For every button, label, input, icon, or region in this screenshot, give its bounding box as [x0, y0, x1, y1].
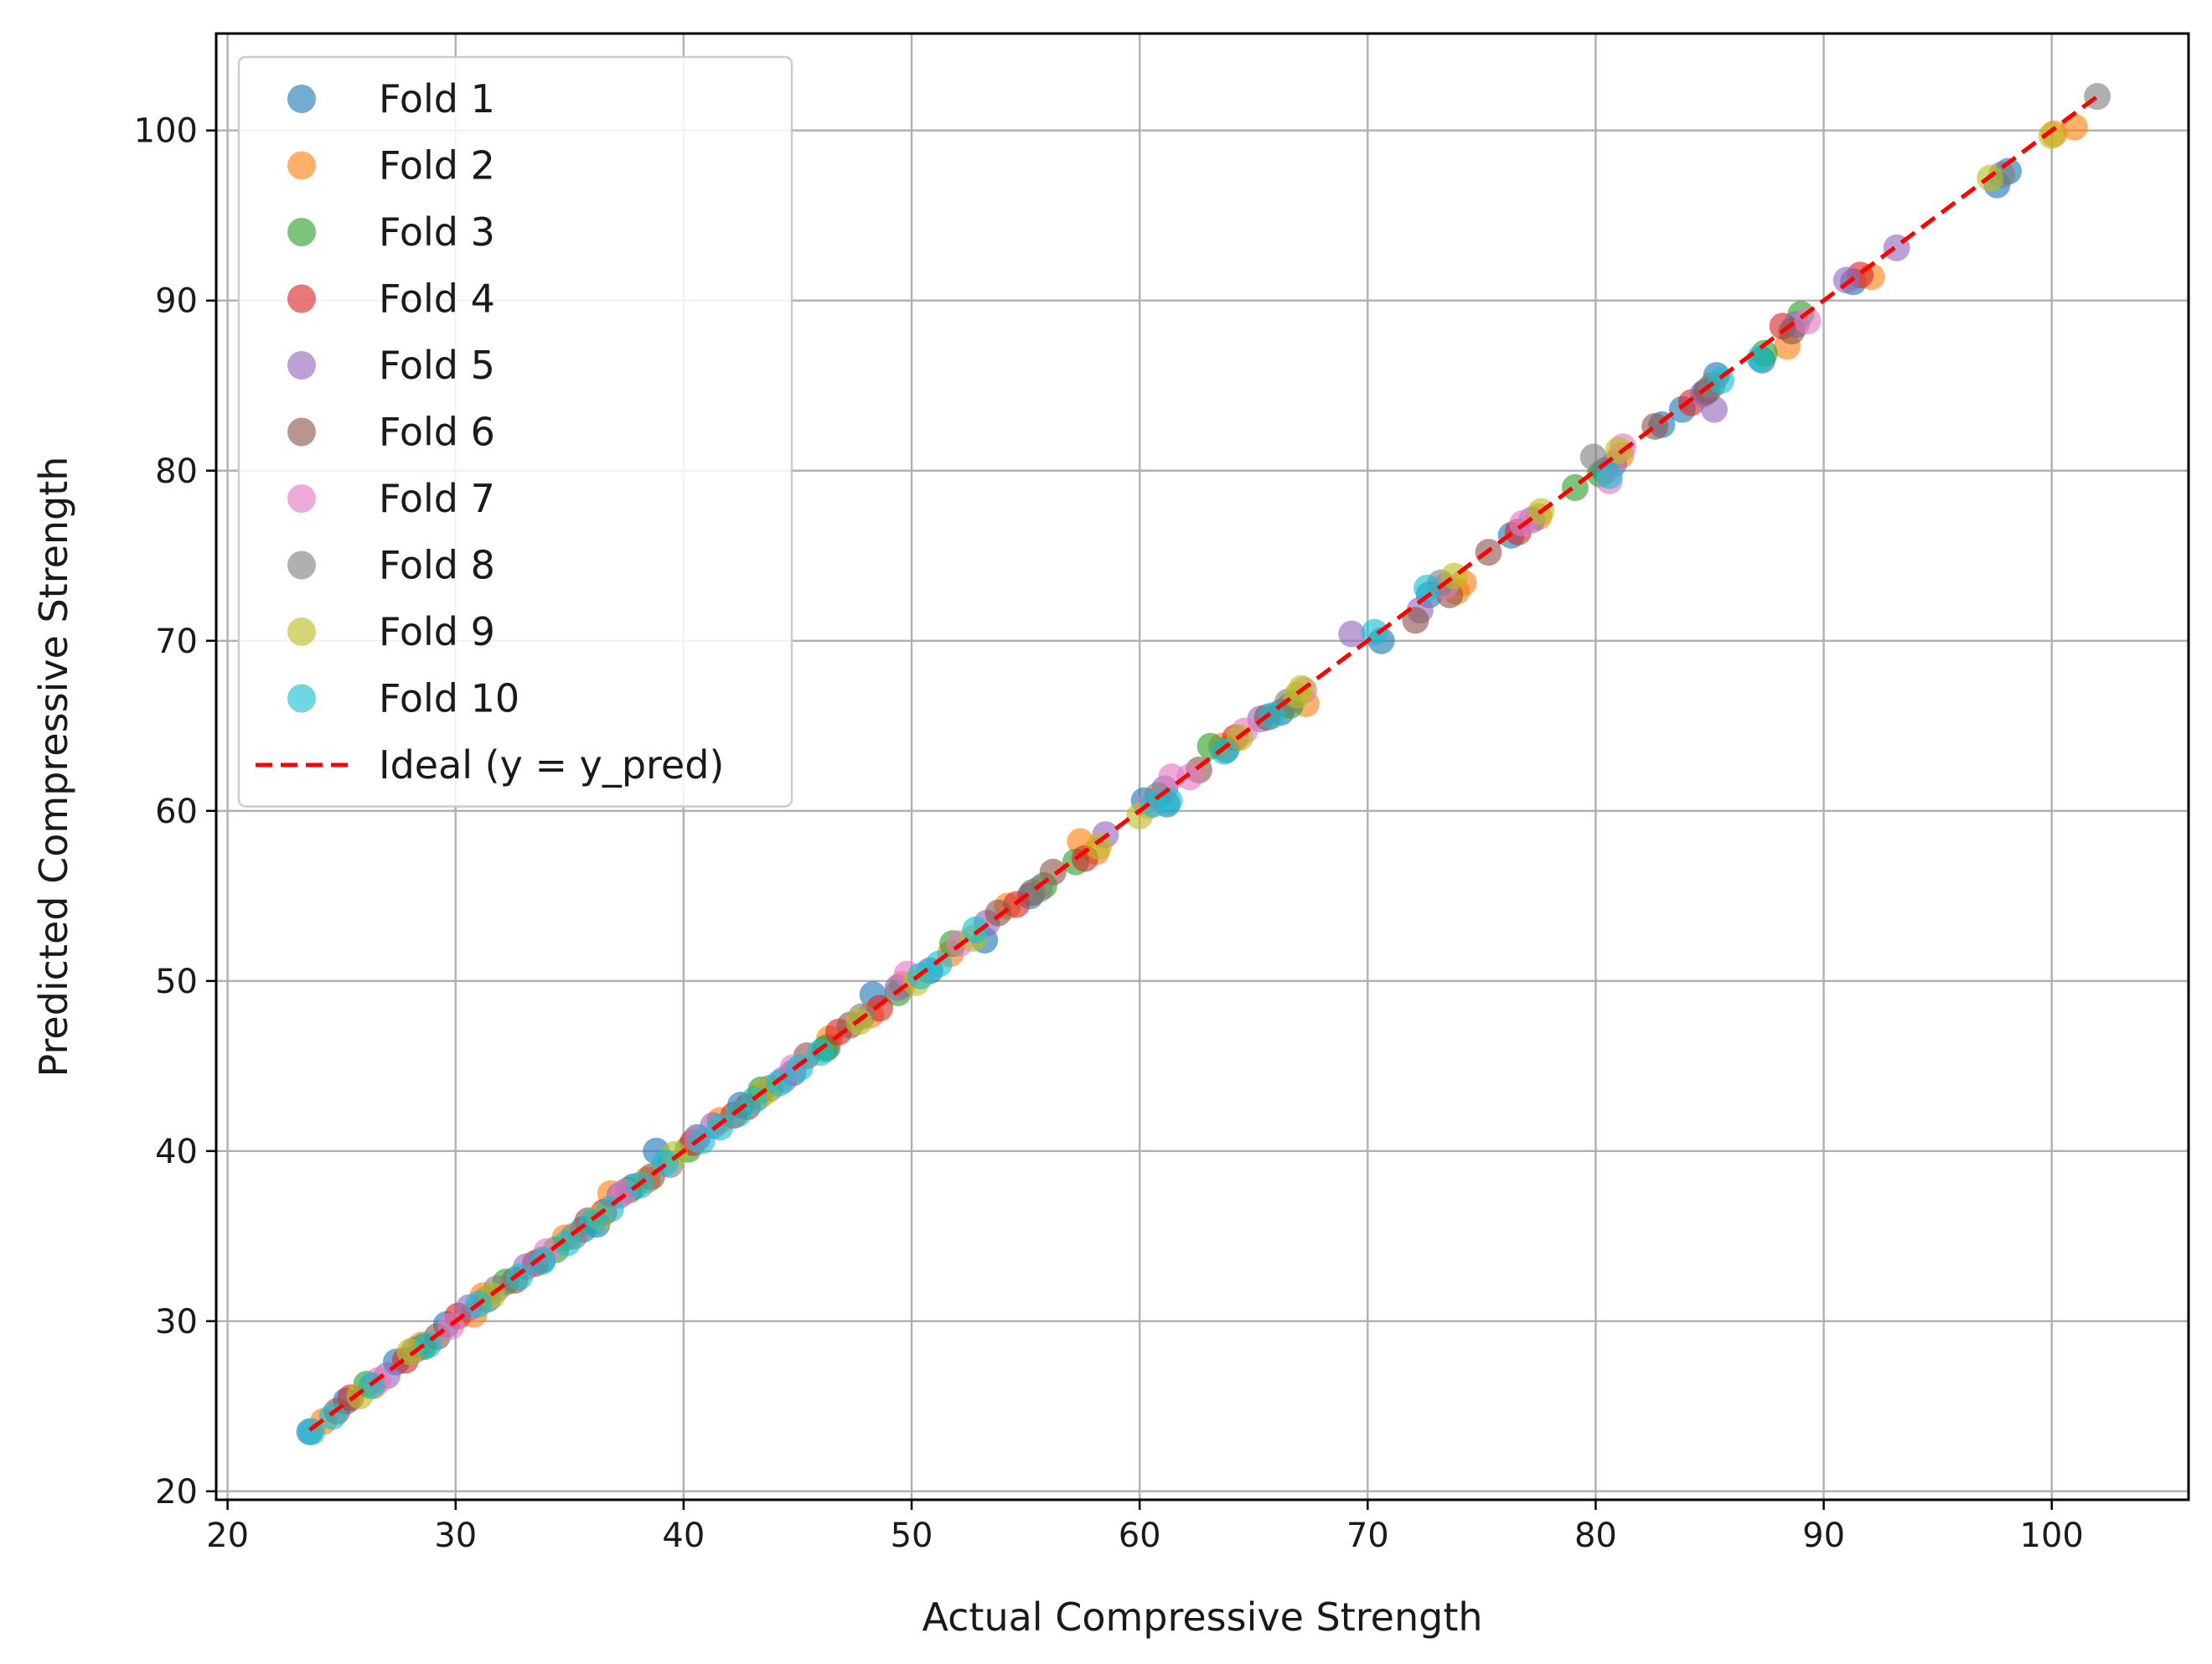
- point-fold-10-18: [807, 1039, 835, 1067]
- x-tick-label-1: 30: [434, 1517, 477, 1555]
- point-fold-10-28: [1595, 462, 1623, 489]
- point-fold-10-24: [1210, 737, 1238, 765]
- legend-label-fold-9: Fold 9: [379, 609, 495, 654]
- y-tick-label-7: 90: [155, 282, 198, 321]
- legend-label-fold-7: Fold 7: [379, 476, 495, 521]
- legend-marker-fold-10: [287, 684, 316, 713]
- legend-marker-fold-7: [287, 484, 316, 513]
- point-fold-6-8: [985, 899, 1012, 927]
- legend-marker-fold-2: [287, 151, 316, 180]
- legend: Fold 1 Fold 2 Fold 3 Fold 4 Fold 5 Fold 6 Fold…: [237, 55, 793, 808]
- y-tick-label-6: 80: [155, 452, 198, 491]
- legend-marker-fold-8: [287, 550, 316, 580]
- legend-label-fold-1: Fold 1: [379, 76, 495, 121]
- point-fold-10-6: [529, 1248, 556, 1275]
- point-fold-9-18: [2038, 121, 2065, 149]
- legend-marker-fold-5: [287, 351, 316, 380]
- point-fold-10-27: [1414, 574, 1441, 602]
- legend-marker-fold-3: [287, 218, 316, 246]
- y-tick-label-0: 20: [155, 1473, 198, 1512]
- point-fold-10-21: [962, 916, 990, 943]
- legend-marker-fold-6: [287, 417, 316, 447]
- scatter-points: [296, 83, 2111, 1445]
- point-fold-9-9: [1085, 833, 1113, 860]
- y-tick-label-8: 100: [134, 112, 198, 151]
- point-fold-7-17: [1794, 307, 1822, 335]
- y-tick-label-5: 70: [155, 623, 198, 661]
- x-tick-label-3: 50: [891, 1517, 933, 1555]
- y-tick-label-3: 50: [155, 963, 198, 1001]
- point-fold-8-10: [1579, 443, 1607, 471]
- legend-marker-fold-1: [287, 85, 316, 113]
- point-fold-2-26: [2060, 113, 2088, 141]
- point-fold-5-18: [1832, 266, 1860, 294]
- point-fold-10-20: [925, 950, 953, 978]
- legend-label-fold-5: Fold 5: [379, 343, 495, 388]
- legend-label-ideal: Ideal (y = y_pred): [379, 742, 724, 788]
- y-axis-label: Predicted Compressive Strength: [31, 457, 76, 1077]
- x-tick-label-7: 90: [1802, 1517, 1845, 1555]
- legend-label-fold-8: Fold 8: [379, 543, 495, 588]
- legend-label-fold-2: Fold 2: [379, 143, 495, 189]
- y-tick-label-4: 60: [155, 793, 198, 831]
- x-axis-label: Actual Compressive Strength: [922, 1594, 1482, 1640]
- point-fold-10-7: [554, 1229, 581, 1257]
- legend-label-fold-3: Fold 3: [379, 209, 495, 255]
- x-tick-label-2: 40: [662, 1517, 705, 1555]
- legend-label-fold-4: Fold 4: [379, 276, 495, 322]
- ideal-line: [308, 95, 2099, 1432]
- legend-marker-fold-4: [287, 284, 316, 313]
- y-tick-label-1: 30: [155, 1303, 198, 1341]
- point-fold-9-16: [1605, 437, 1632, 464]
- x-tick-label-8: 100: [2020, 1517, 2084, 1555]
- legend-label-fold-6: Fold 6: [379, 410, 495, 455]
- legend-marker-fold-9: [287, 618, 316, 646]
- point-fold-10-12: [688, 1127, 716, 1155]
- plot-frame: [214, 32, 2190, 1501]
- x-tick-label-6: 80: [1574, 1517, 1617, 1555]
- axis-ticks: 20 30 40 50 60 70 80 90 100 20 30 40 50 60 70 80 90 100: [134, 112, 2084, 1555]
- legend-box: [237, 55, 793, 808]
- point-fold-6-13: [1402, 607, 1429, 634]
- point-fold-10-30: [1746, 344, 1774, 372]
- legend-label-fold-10: Fold 10: [379, 676, 519, 721]
- x-tick-label-5: 70: [1346, 1517, 1389, 1555]
- x-tick-label-4: 60: [1119, 1517, 1161, 1555]
- y-tick-label-2: 40: [155, 1133, 198, 1171]
- point-fold-7-10: [1176, 763, 1204, 791]
- point-fold-10-5: [505, 1264, 533, 1291]
- x-tick-label-0: 20: [206, 1517, 249, 1555]
- point-fold-5-11: [1338, 620, 1366, 648]
